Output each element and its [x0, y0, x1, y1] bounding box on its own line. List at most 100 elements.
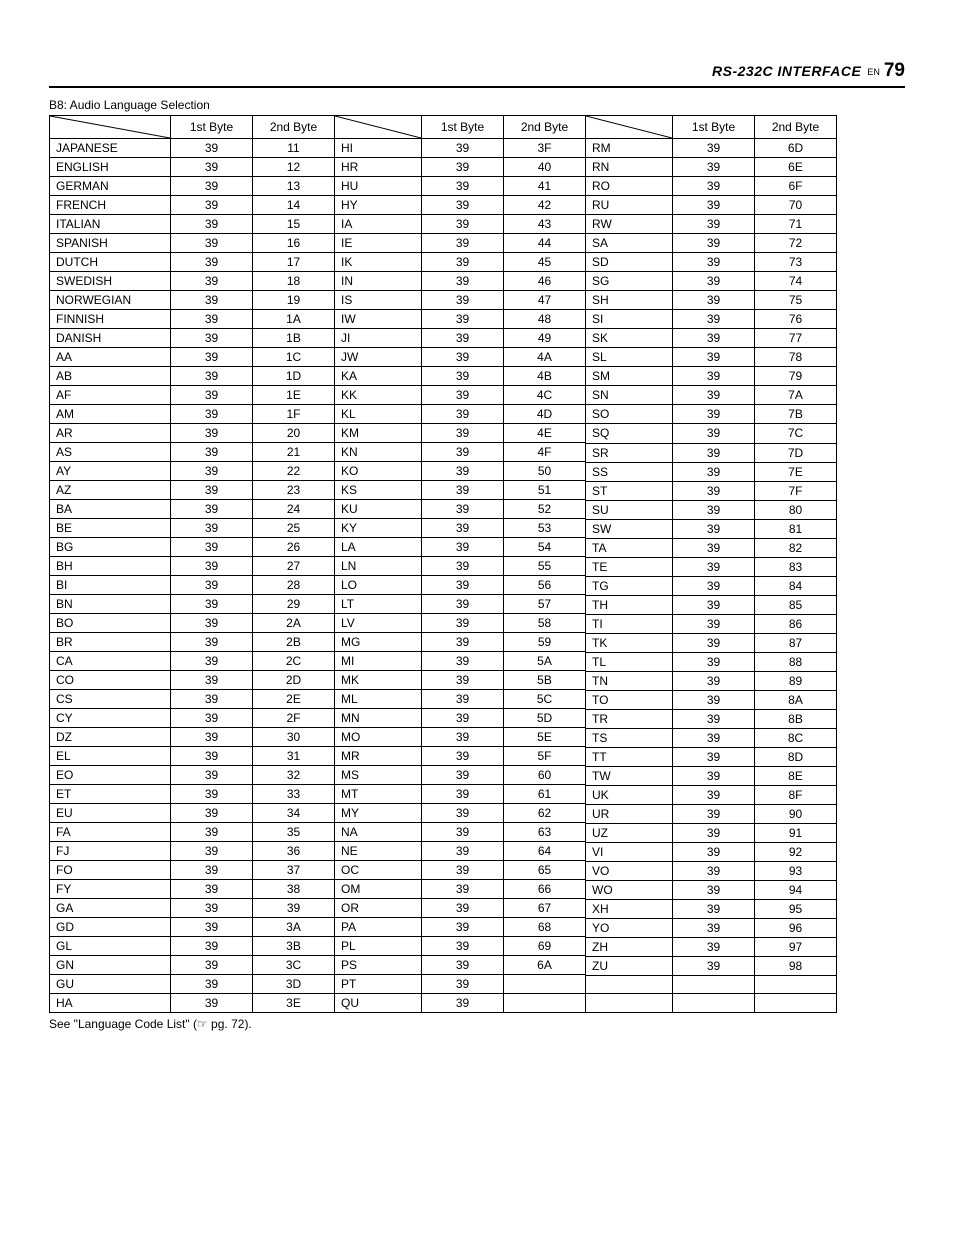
language-label-cell: TH [586, 595, 673, 614]
second-byte-cell: 45 [504, 253, 586, 272]
table-row: TS398C [586, 728, 837, 747]
table-row: KL394D [335, 405, 586, 424]
second-byte-cell: 3A [253, 918, 335, 937]
language-label-cell: MO [335, 728, 422, 747]
first-byte-cell: 39 [171, 253, 253, 272]
first-byte-cell: 39 [673, 824, 755, 843]
table-row: OC3965 [335, 861, 586, 880]
table-row: TL3988 [586, 652, 837, 671]
table-row: IE3944 [335, 234, 586, 253]
first-byte-cell: 39 [673, 900, 755, 919]
language-label-cell: IE [335, 234, 422, 253]
first-byte-cell: 39 [673, 424, 755, 443]
language-label-cell: AB [50, 367, 171, 386]
second-byte-cell: 67 [504, 899, 586, 918]
second-byte-cell: 24 [253, 500, 335, 519]
language-label-cell: RN [586, 158, 673, 177]
second-byte-cell: 1C [253, 348, 335, 367]
table-row: TA3982 [586, 538, 837, 557]
second-byte-cell: 8E [755, 767, 837, 786]
first-byte-cell: 39 [422, 861, 504, 880]
language-label-cell: LN [335, 557, 422, 576]
language-label-cell: GU [50, 975, 171, 994]
first-byte-cell: 39 [673, 881, 755, 900]
table-row: VO3993 [586, 862, 837, 881]
first-byte-cell: 39 [673, 139, 755, 158]
second-byte-cell: 38 [253, 880, 335, 899]
table-row: LO3956 [335, 576, 586, 595]
first-byte-cell: 39 [673, 367, 755, 386]
second-byte-cell [755, 976, 837, 994]
second-byte-cell: 4F [504, 443, 586, 462]
first-byte-cell: 39 [673, 748, 755, 767]
second-byte-cell: 29 [253, 595, 335, 614]
col-header-1st-byte: 1st Byte [673, 116, 755, 139]
language-label-cell: DANISH [50, 329, 171, 348]
second-byte-cell: 22 [253, 462, 335, 481]
language-label-cell: HR [335, 158, 422, 177]
second-byte-cell: 77 [755, 329, 837, 348]
language-label-cell: KN [335, 443, 422, 462]
language-label-cell: KS [335, 481, 422, 500]
language-label-cell: SH [586, 291, 673, 310]
first-byte-cell: 39 [422, 215, 504, 234]
first-byte-cell: 39 [171, 462, 253, 481]
first-byte-cell: 39 [422, 633, 504, 652]
table-row: MG3959 [335, 633, 586, 652]
language-label-cell: IS [335, 291, 422, 310]
second-byte-cell: 41 [504, 177, 586, 196]
table-row: MS3960 [335, 766, 586, 785]
page-header: RS-232C INTERFACE EN 79 [49, 60, 905, 88]
second-byte-cell: 20 [253, 424, 335, 443]
table-row: TI3986 [586, 614, 837, 633]
second-byte-cell: 55 [504, 557, 586, 576]
second-byte-cell [504, 994, 586, 1013]
table-row: YO3996 [586, 919, 837, 938]
table-row: ZH3997 [586, 938, 837, 957]
language-label-cell: KY [335, 519, 422, 538]
table-row: BI3928 [50, 576, 335, 595]
second-byte-cell: 34 [253, 804, 335, 823]
first-byte-cell: 39 [422, 158, 504, 177]
language-label-cell: ML [335, 690, 422, 709]
language-label-cell: KA [335, 367, 422, 386]
language-label-cell: FJ [50, 842, 171, 861]
table-row: DUTCH3917 [50, 253, 335, 272]
language-label-cell: SU [586, 500, 673, 519]
first-byte-cell: 39 [673, 196, 755, 215]
second-byte-cell: 36 [253, 842, 335, 861]
first-byte-cell: 39 [673, 671, 755, 690]
first-byte-cell: 39 [673, 329, 755, 348]
first-byte-cell: 39 [422, 652, 504, 671]
second-byte-cell: 93 [755, 862, 837, 881]
table-row: LT3957 [335, 595, 586, 614]
second-byte-cell: 7B [755, 405, 837, 424]
language-label-cell: VI [586, 843, 673, 862]
first-byte-cell: 39 [171, 766, 253, 785]
first-byte-cell: 39 [422, 177, 504, 196]
first-byte-cell: 39 [171, 386, 253, 405]
second-byte-cell: 54 [504, 538, 586, 557]
language-label-cell: KK [335, 386, 422, 405]
table-row: EL3931 [50, 747, 335, 766]
first-byte-cell: 39 [422, 766, 504, 785]
second-byte-cell: 91 [755, 824, 837, 843]
second-byte-cell: 11 [253, 139, 335, 158]
table-row: QU39 [335, 994, 586, 1013]
second-byte-cell: 26 [253, 538, 335, 557]
first-byte-cell: 39 [422, 481, 504, 500]
table-row: IA3943 [335, 215, 586, 234]
second-byte-cell: 79 [755, 367, 837, 386]
table-row: MO395E [335, 728, 586, 747]
second-byte-cell: 97 [755, 938, 837, 957]
table-row: IN3946 [335, 272, 586, 291]
language-label-cell: HU [335, 177, 422, 196]
second-byte-cell: 3D [253, 975, 335, 994]
first-byte-cell: 39 [171, 481, 253, 500]
language-label-cell: TO [586, 690, 673, 709]
first-byte-cell: 39 [673, 272, 755, 291]
second-byte-cell: 13 [253, 177, 335, 196]
second-byte-cell: 6E [755, 158, 837, 177]
first-byte-cell: 39 [673, 519, 755, 538]
second-byte-cell: 14 [253, 196, 335, 215]
